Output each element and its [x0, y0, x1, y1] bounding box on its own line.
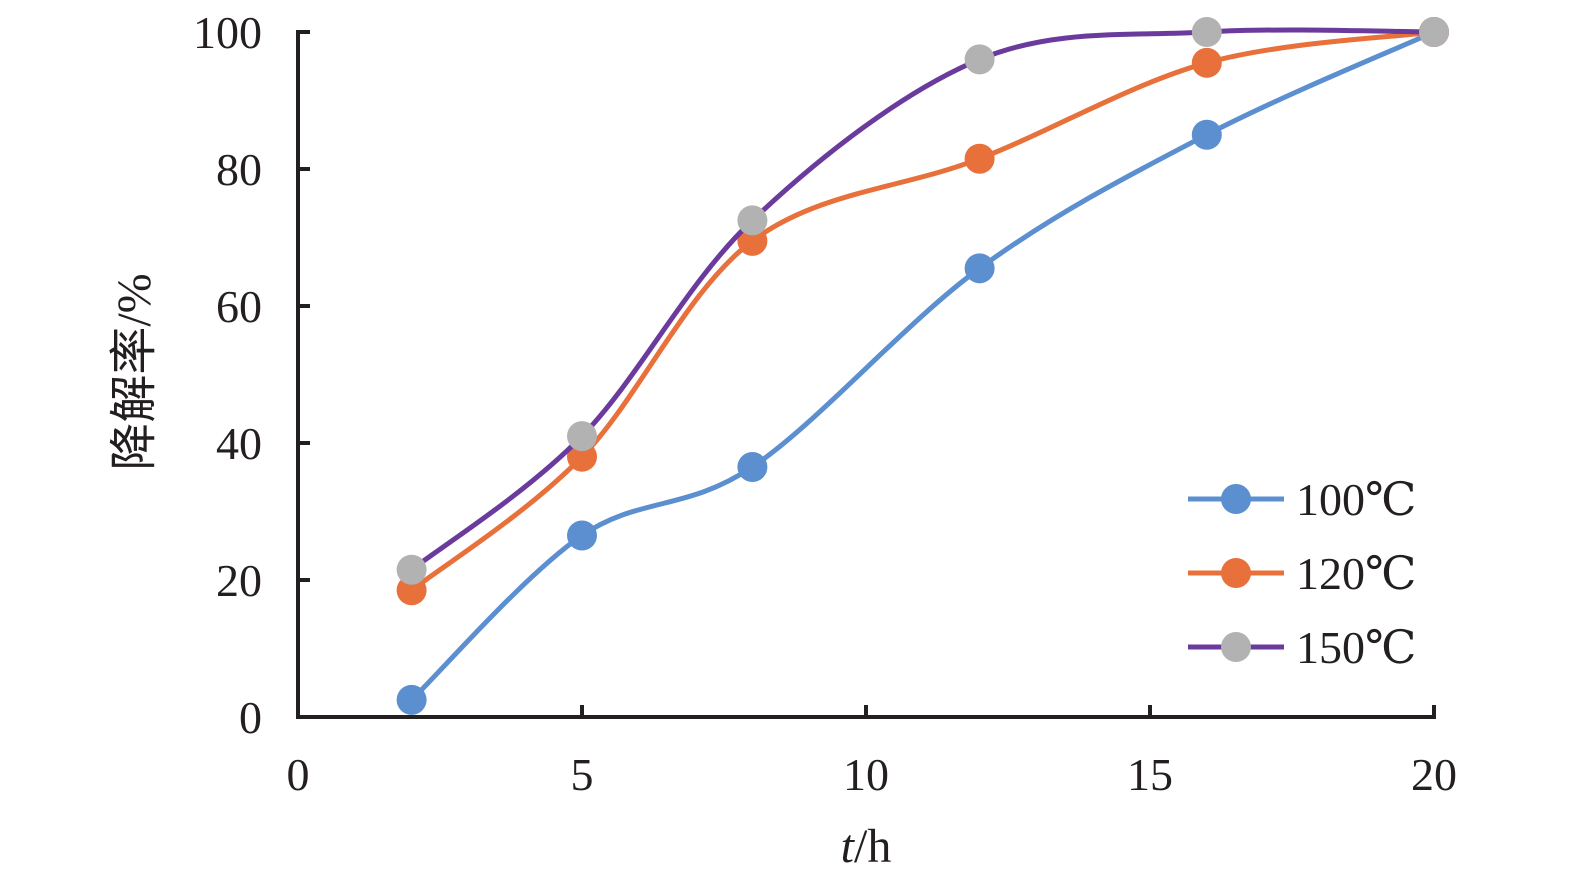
series-line	[409, 29, 1436, 702]
series-0	[396, 17, 1449, 715]
y-tick-label: 80	[216, 144, 262, 195]
series-layer	[396, 17, 1449, 715]
data-point	[567, 520, 597, 551]
series-line	[410, 29, 1435, 593]
legend-label: 100℃	[1296, 474, 1416, 525]
data-point	[1191, 119, 1222, 150]
ticks: 0 20 40 60 80 100 0 5 10 15 20	[193, 7, 1457, 800]
data-point	[1191, 47, 1222, 78]
series-2	[396, 17, 1449, 585]
y-tick-label: 60	[216, 281, 262, 332]
y-tick-label: 100	[193, 7, 262, 58]
y-axis-title: 降解率/%	[108, 273, 161, 470]
data-point	[567, 441, 597, 472]
data-point	[396, 684, 427, 715]
x-tick-label: 15	[1127, 749, 1173, 800]
data-point	[737, 225, 768, 256]
x-axis-title-unit: /h	[854, 820, 891, 873]
legend-item: 100℃	[1188, 474, 1416, 525]
series-1	[396, 17, 1449, 606]
data-point	[964, 143, 995, 174]
x-tick-label: 0	[287, 749, 310, 800]
y-tick-label: 0	[239, 692, 262, 743]
x-axis-title-variable: t	[841, 820, 856, 873]
data-point	[1419, 17, 1449, 47]
data-point	[737, 451, 768, 482]
axes	[296, 30, 1436, 719]
data-point	[964, 44, 995, 75]
x-tick-label: 20	[1411, 749, 1457, 800]
legend-item: 120℃	[1188, 548, 1416, 599]
legend-item: 150℃	[1188, 622, 1416, 673]
legend-marker	[1221, 484, 1251, 514]
data-point	[396, 575, 427, 606]
data-point	[737, 205, 768, 236]
x-tick-label: 5	[571, 749, 594, 800]
legend-label: 150℃	[1296, 622, 1416, 673]
legend: 100℃ 120℃ 150℃	[1188, 474, 1416, 673]
legend-marker	[1221, 558, 1251, 588]
x-axis-title: t/h	[841, 820, 892, 873]
data-point	[964, 253, 995, 284]
data-point	[1191, 17, 1222, 47]
legend-marker	[1221, 632, 1251, 662]
y-tick-label: 20	[216, 555, 262, 606]
data-point	[396, 554, 427, 585]
y-tick-label: 40	[216, 418, 262, 469]
data-point	[567, 421, 597, 452]
x-tick-label: 10	[843, 749, 889, 800]
legend-label: 120℃	[1296, 548, 1416, 599]
series-line	[410, 27, 1435, 572]
